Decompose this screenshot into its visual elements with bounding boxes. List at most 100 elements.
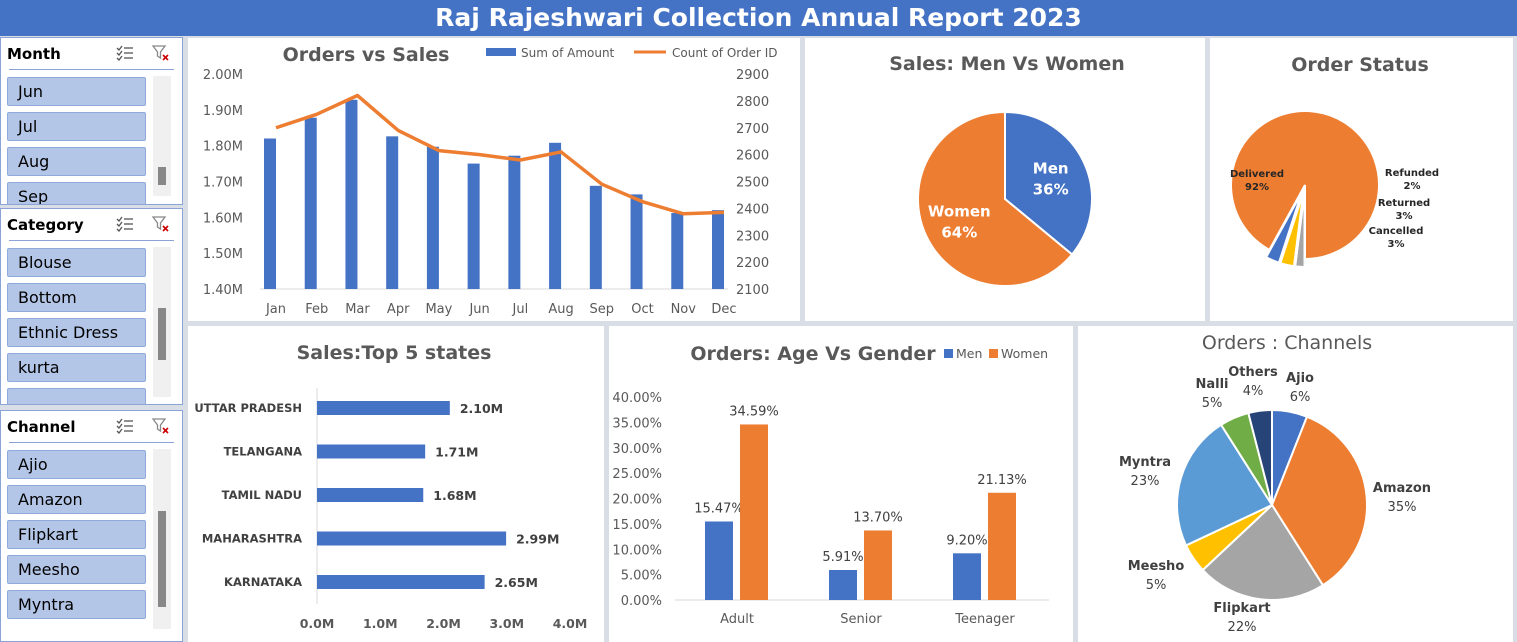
right-tick-label: 2700 [736,122,769,137]
legend-swatch-amount [486,48,516,56]
x-tick-label: 0.0M [300,616,335,631]
slice-label-others: Others [1228,365,1278,380]
bar-uttar-pradesh [317,401,450,415]
bar-men-senior [829,570,857,600]
x-tick-label: Feb [305,302,328,317]
left-tick-label: 1.50M [203,247,243,262]
clear-filter-icon[interactable] [151,44,170,62]
sales-men-women-chart: Sales: Men Vs Women Men 36% Women 64% [889,53,1125,287]
bar-jul [508,155,521,289]
slicer-scrollbar[interactable] [153,247,171,397]
data-label: 2.65M [495,575,538,590]
slicer-scrollbar[interactable] [153,449,171,629]
data-label: 34.59% [729,404,779,419]
slice-label-flipkart: Flipkart [1213,601,1270,616]
x-tick-label: 1.0M [363,616,398,631]
category-label: MAHARASHTRA [202,532,302,546]
chart-title: Orders: Age Vs Gender [690,343,936,365]
multi-select-icon[interactable] [116,215,134,233]
bar-jan [264,138,276,289]
slicer-item-aug[interactable]: Aug [7,147,146,176]
x-tick-label: 3.0M [489,616,524,631]
slice-label-nalli: Nalli [1195,377,1228,392]
slice-value-cancelled: 3% [1388,239,1405,250]
x-tick-label: Teenager [954,612,1015,627]
slicer-item-kurta[interactable]: kurta [7,353,146,382]
slice-value-ajio: 6% [1290,390,1311,405]
sales-men-women-panel: Sales: Men Vs Women Men 36% Women 64% [805,38,1205,321]
slice-label-amazon: Amazon [1373,481,1431,496]
series-line-orders [275,93,725,216]
slicer-header: Channel [7,411,174,443]
x-tick-label: Nov [671,302,697,317]
legend-label-amount: Sum of Amount [521,46,615,60]
x-tick-label: 2.0M [426,616,461,631]
slice-women [917,110,1074,287]
clear-filter-icon[interactable] [151,215,170,233]
x-tick-label: Senior [840,612,882,627]
slice-label-women: Women [928,202,991,220]
slicer-item-flipkart[interactable]: Flipkart [7,520,146,549]
multi-select-icon[interactable] [116,417,134,435]
slicer-item-sep[interactable]: Sep [7,182,146,204]
left-tick-label: 1.80M [203,140,243,155]
chart-title: Orders : Channels [1202,332,1372,354]
slice-returned [1279,192,1305,268]
scrollbar-thumb[interactable] [158,167,166,185]
legend-swatch-women [989,349,998,358]
left-tick-label: 1.90M [203,104,243,119]
scrollbar-thumb[interactable] [158,511,166,607]
slice-value-meesho: 5% [1146,578,1167,593]
x-tick-label: Adult [720,612,754,627]
slicer-item-jul[interactable]: Jul [7,112,146,141]
slice-label-men: Men [1033,160,1069,178]
month-slicer: Month Jun Jul Aug Sep [0,37,183,205]
bar-jun [467,163,480,289]
slice-value-refunded: 2% [1404,181,1421,192]
orders-vs-sales-chart: Orders vs Sales Sum of Amount Count of Ord… [203,44,778,317]
slice-value-others: 4% [1243,384,1264,399]
slice-label-myntra: Myntra [1119,455,1171,470]
channels-panel: Orders : Channels Ajio 6% Amazon 35% Flipkart… [1078,326,1513,642]
right-tick-label: 2400 [736,202,769,217]
y-tick-label: 30.00% [612,442,662,457]
slice-others [1247,408,1273,506]
category-slicer: Category Blouse Bottom Ethnic Dress kurta [0,208,183,405]
slicer-item-meesho[interactable]: Meesho [7,555,146,584]
category-label: KARNATAKA [224,575,302,589]
chart-title: Order Status [1291,54,1429,76]
slice-delivered [1230,110,1380,261]
bar-karnataka [317,575,485,589]
legend-label-orders: Count of Order ID [672,46,778,60]
slice-flipkart [1201,503,1325,601]
slicer-title: Category [7,216,84,234]
slice-value-delivered: 92% [1245,182,1269,193]
report-title: Raj Rajeshwari Collection Annual Report … [0,0,1517,36]
right-tick-label: 2900 [736,68,769,83]
data-label: 2.10M [460,401,503,416]
slicer-item-more[interactable] [7,388,146,404]
legend-label-women: Women [1001,346,1048,361]
slice-value-women: 64% [941,223,977,241]
clear-filter-icon[interactable] [151,417,170,435]
slicer-item-ethnic-dress[interactable]: Ethnic Dress [7,318,146,347]
multi-select-icon[interactable] [116,44,134,62]
slicer-item-myntra[interactable]: Myntra [7,590,146,619]
channel-slicer: Channel Ajio Amazon Flipkart Meesho Myntra [0,410,183,642]
y-tick-label: 40.00% [612,391,662,406]
slicer-item-bottom[interactable]: Bottom [7,283,146,312]
x-tick-label: Dec [711,302,736,317]
slicer-item-amazon[interactable]: Amazon [7,485,146,514]
slice-label-ajio: Ajio [1286,371,1314,386]
slice-label-delivered: Delivered [1230,169,1284,180]
slice-label-returned: Returned [1378,198,1430,209]
x-tick-label: Jun [468,302,489,317]
chart-title: Sales: Men Vs Women [889,53,1125,75]
slicer-item-ajio[interactable]: Ajio [7,450,146,479]
slicer-scrollbar[interactable] [153,76,171,196]
x-tick-label: Jul [512,302,529,317]
scrollbar-thumb[interactable] [158,308,166,360]
slicer-item-blouse[interactable]: Blouse [7,248,146,277]
y-tick-label: 25.00% [612,467,662,482]
slicer-item-jun[interactable]: Jun [7,77,146,106]
